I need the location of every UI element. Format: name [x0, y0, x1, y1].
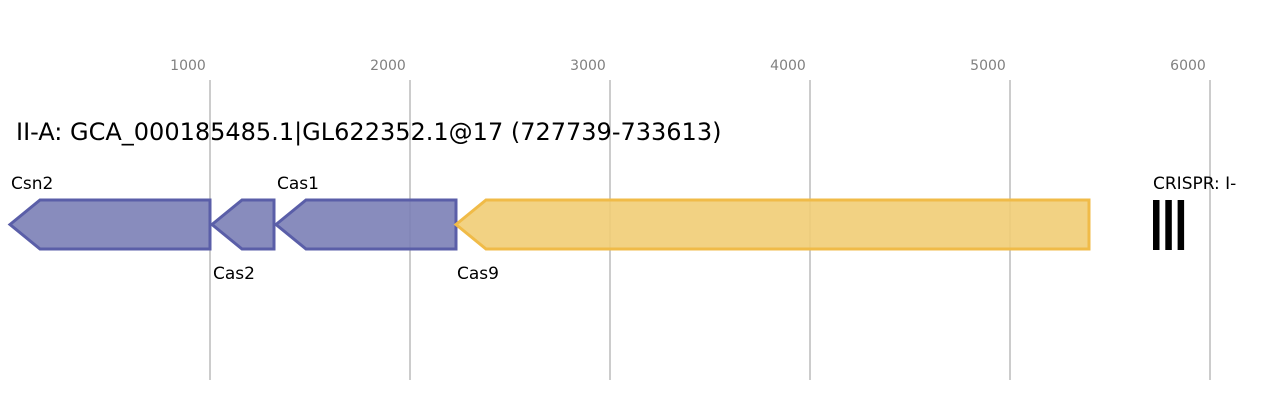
- gene-label-csn2: Csn2: [11, 174, 53, 194]
- gene-label-cas9: Cas9: [457, 264, 499, 284]
- gene-arrow-cas9[interactable]: [453, 198, 1091, 251]
- tick-label: 2000: [370, 58, 406, 74]
- gene-track: Csn2 Cas2 Cas1 Cas9: [7, 174, 1091, 284]
- tick-label: 6000: [1170, 58, 1206, 74]
- tick-label: 1000: [170, 58, 206, 74]
- tick-label: 4000: [770, 58, 806, 74]
- tick-label: 5000: [970, 58, 1006, 74]
- crispr-repeat: [1165, 200, 1172, 250]
- gene-label-cas2: Cas2: [213, 264, 255, 284]
- crispr-repeat: [1153, 200, 1160, 250]
- gene-label-cas1: Cas1: [277, 174, 319, 194]
- gene-arrow-cas1[interactable]: [273, 198, 458, 251]
- gene-arrow-cas2[interactable]: [209, 198, 276, 251]
- crispr-repeat: [1177, 200, 1185, 250]
- crispr-array: CRISPR: I-: [1153, 174, 1236, 250]
- locus-title: II-A: GCA_000185485.1|GL622352.1@17 (727…: [16, 118, 721, 146]
- crispr-label: CRISPR: I-: [1153, 174, 1236, 194]
- gene-arrow-csn2[interactable]: [7, 198, 212, 251]
- tick-label: 3000: [570, 58, 606, 74]
